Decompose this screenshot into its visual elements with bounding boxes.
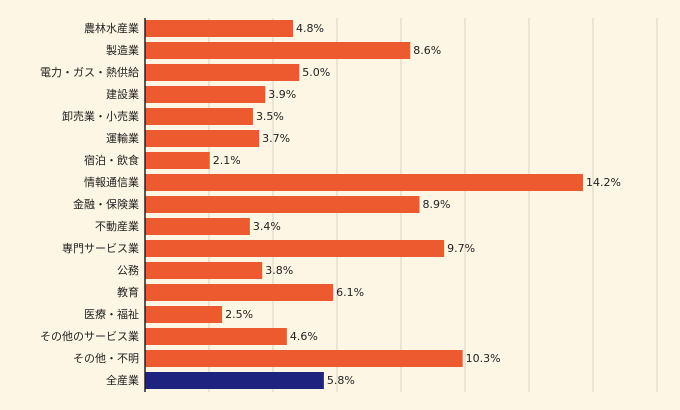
category-label: 電力・ガス・熱供給: [40, 65, 139, 79]
category-label: 農林水産業: [84, 21, 139, 35]
bar: [145, 20, 294, 37]
bar: [145, 328, 287, 345]
value-label: 4.6%: [290, 330, 318, 343]
value-label: 3.7%: [262, 132, 290, 145]
value-label: 8.6%: [413, 44, 441, 57]
category-label: 運輸業: [106, 131, 139, 145]
value-label: 3.9%: [268, 88, 296, 101]
value-label: 10.3%: [466, 352, 501, 365]
category-label: 全産業: [106, 373, 139, 387]
value-label: 2.1%: [213, 154, 241, 167]
bar: [145, 64, 300, 81]
value-label: 3.8%: [265, 264, 293, 277]
category-label: その他・不明: [73, 352, 139, 365]
value-label: 5.0%: [302, 66, 330, 79]
bar: [145, 86, 266, 103]
value-label: 5.8%: [327, 374, 355, 387]
category-label: 情報通信業: [84, 176, 139, 189]
bar: [145, 350, 463, 367]
category-label: 専門サービス業: [62, 242, 139, 255]
bar: [145, 42, 411, 59]
category-label: 宿泊・飲食: [84, 153, 139, 167]
category-label: 建設業: [106, 87, 139, 101]
bar: [145, 108, 253, 125]
value-label: 14.2%: [586, 176, 621, 189]
category-label: 金融・保険業: [73, 197, 139, 211]
category-label: その他のサービス業: [40, 330, 139, 343]
category-label: 教育: [117, 285, 139, 299]
bar: [145, 218, 250, 235]
category-label: 公務: [117, 263, 139, 277]
value-label: 6.1%: [336, 286, 364, 299]
bar: [145, 306, 223, 323]
category-label: 不動産業: [95, 219, 139, 233]
category-label: 卸売業・小売業: [62, 109, 139, 123]
bar: [145, 284, 334, 301]
bar: [145, 152, 210, 169]
value-label: 9.7%: [447, 242, 475, 255]
bar: [145, 130, 260, 147]
value-label: 3.5%: [256, 110, 284, 123]
category-label: 製造業: [106, 43, 139, 57]
bar: [145, 174, 583, 191]
value-label: 8.9%: [423, 198, 451, 211]
bar: [145, 240, 445, 257]
bar: [145, 196, 420, 213]
value-label: 4.8%: [296, 22, 324, 35]
value-label: 3.4%: [253, 220, 281, 233]
category-label: 医療・福祉: [84, 307, 139, 321]
bar: [145, 262, 263, 279]
bar: [145, 372, 324, 389]
value-label: 2.5%: [225, 308, 253, 321]
